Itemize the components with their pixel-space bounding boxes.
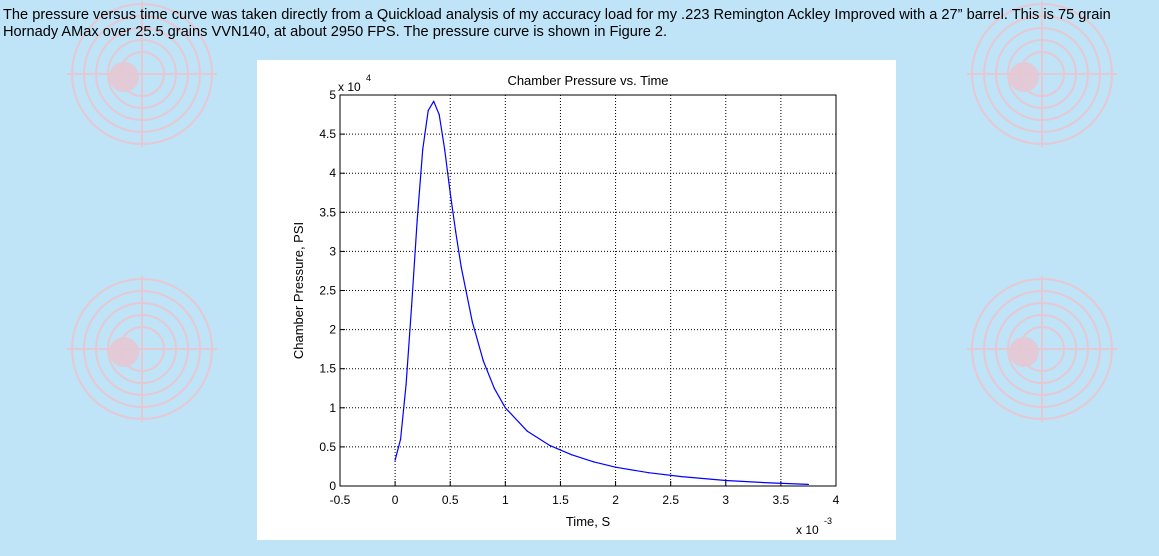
target-background-icon xyxy=(967,0,1117,149)
y-tick-label: 0.5 xyxy=(319,440,336,454)
data-point xyxy=(444,149,446,151)
x-tick-label: 2 xyxy=(612,493,619,507)
data-point xyxy=(460,266,462,268)
y-tick-label: 2 xyxy=(329,323,336,337)
x-axis-label: Time, S xyxy=(566,514,611,529)
y-tick-label: 3.5 xyxy=(319,205,336,219)
pressure-chart: -0.5 0 0.5 1 1.5 2 2.5 3 3.5 400.511.522.533.544.… xyxy=(291,73,840,537)
x-tick-label: 4 xyxy=(833,493,840,507)
plot-frame xyxy=(339,94,837,487)
y-tick-label: 4.5 xyxy=(319,127,336,141)
x-tick-label: -0.5 xyxy=(330,493,351,507)
data-point xyxy=(769,482,771,484)
x-exponent-label: x 10 xyxy=(796,523,819,537)
x-tick-label: 3.5 xyxy=(773,493,790,507)
data-point xyxy=(526,430,528,432)
data-point xyxy=(614,466,617,468)
x-tick-label: 0 xyxy=(392,493,399,507)
data-point xyxy=(411,305,413,307)
data-point xyxy=(427,110,429,112)
y-tick-label: 2.5 xyxy=(319,284,336,298)
x-exponent-power: -3 xyxy=(824,516,832,526)
x-tick-label: 1 xyxy=(502,493,509,507)
y-tick-label: 1 xyxy=(329,401,336,415)
x-tick-label: 0.5 xyxy=(442,493,459,507)
data-point xyxy=(416,219,418,221)
data-point xyxy=(422,149,424,151)
y-tick-label: 0 xyxy=(329,479,336,493)
data-point xyxy=(438,113,440,116)
y-exponent-power: 4 xyxy=(366,73,371,83)
figure-2: -0.5 0 0.5 1 1.5 2 2.5 3 3.5 4 0 0.5 1 1.5 2 2.5 3 3.5 4 4.… xyxy=(257,60,896,540)
target-background-icon xyxy=(67,274,217,424)
data-point xyxy=(807,483,810,486)
data-point xyxy=(433,100,435,102)
grid xyxy=(339,94,837,487)
data-point xyxy=(493,387,495,389)
y-tick-label: 1.5 xyxy=(319,362,336,376)
data-point xyxy=(592,461,595,463)
y-exponent-label: x 10 xyxy=(338,80,361,94)
target-background-icon xyxy=(67,0,217,149)
pressure-series-line xyxy=(394,100,809,485)
x-tick-label: 3 xyxy=(722,493,729,507)
x-tick-label: 2.5 xyxy=(662,493,679,507)
chart-title: Chamber Pressure vs. Time xyxy=(507,73,668,88)
data-point xyxy=(394,459,396,461)
data-point xyxy=(548,444,551,446)
data-point xyxy=(471,321,473,323)
data-point xyxy=(648,472,650,474)
x-tick-label: 1.5 xyxy=(552,493,569,507)
data-point xyxy=(725,479,727,482)
data-point xyxy=(504,407,506,409)
target-background-icon xyxy=(967,274,1117,424)
data-point xyxy=(400,438,402,440)
data-point xyxy=(449,192,451,194)
data-point xyxy=(570,454,573,456)
data-point xyxy=(681,476,683,478)
y-tick-label: 5 xyxy=(329,88,336,102)
y-tick-label: 4 xyxy=(329,166,336,180)
y-axis-label: Chamber Pressure, PSI xyxy=(291,222,306,359)
y-tick-label: 3 xyxy=(329,244,336,258)
data-point xyxy=(482,360,484,362)
data-point xyxy=(405,383,407,385)
intro-paragraph: The pressure versus time curve was taken… xyxy=(3,7,1111,40)
data-point xyxy=(455,231,457,233)
